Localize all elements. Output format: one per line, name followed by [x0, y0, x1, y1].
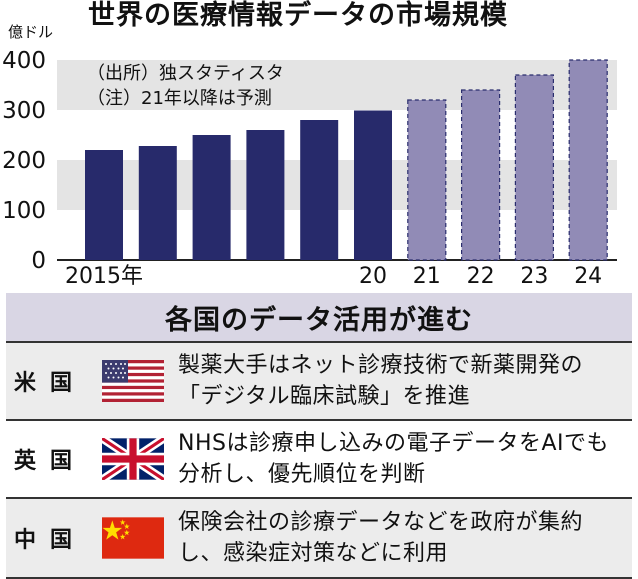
- y-unit-label: 億ドル: [8, 23, 53, 41]
- y-tick-label: 400: [2, 48, 46, 74]
- forecast-note: （注）21年以降は予測: [87, 88, 272, 109]
- y-tick-label: 200: [2, 148, 46, 174]
- x-tick-label: 24: [574, 264, 602, 289]
- country-description: NHSは診療申し込みの電子データをAIでも分析し、優先順位を判断: [178, 431, 610, 487]
- forecast-bar: [514, 74, 555, 261]
- y-tick-label: 100: [2, 198, 46, 224]
- actual-bar: [192, 135, 231, 260]
- country-description: 製薬大手はネット診療技術で新薬開発の「デジタル臨床試験」を推進: [178, 353, 584, 409]
- y-tick-label: 0: [31, 248, 46, 274]
- y-tick-labels: 0 100 200 300 400: [2, 48, 46, 274]
- country-row-cn: 中国 保険会社の診療データなどを政府が集約し、感染症対策などに利用: [6, 497, 632, 579]
- forecast-bar: [461, 89, 501, 261]
- section-title: 各国のデータ活用が進む: [6, 293, 632, 341]
- actual-bar: [246, 130, 285, 260]
- uk-flag-icon: [102, 438, 164, 480]
- country-row-uk: 英国 NHSは診療申し込みの電子データをAIでも分析し、優先順位を判断: [6, 419, 632, 497]
- forecast-bar: [407, 99, 447, 261]
- actual-bar: [354, 110, 392, 260]
- market-size-chart: 0 100 200 300 400 2015年 20 21 22 23 24 世界の医療情報データ…: [2, 0, 617, 289]
- source-note: （出所）独スタティスタ: [87, 63, 284, 84]
- x-tick-label: 23: [520, 264, 548, 289]
- country-name: 中国: [14, 528, 87, 553]
- chart-title: 世界の医療情報データの市場規模: [88, 0, 508, 31]
- country-list: 米国 製薬大手はネット診療技術で新薬開発の「デジタル臨床試験」を推進: [6, 341, 632, 579]
- cn-flag-icon: [102, 517, 164, 559]
- y-tick-label: 300: [2, 98, 46, 124]
- actual-bar: [300, 120, 339, 260]
- actual-bar: [138, 146, 177, 260]
- us-flag-icon: [102, 360, 164, 402]
- actual-bar: [85, 150, 123, 260]
- country-description: 保険会社の診療データなどを政府が集約し、感染症対策などに利用: [178, 510, 584, 566]
- x-tick-label: 2015年: [65, 264, 143, 289]
- x-tick-label: 22: [467, 264, 495, 289]
- country-row-us: 米国 製薬大手はネット診療技術で新薬開発の「デジタル臨床試験」を推進: [6, 341, 632, 419]
- x-tick-labels: 2015年 20 21 22 23 24: [65, 264, 602, 289]
- forecast-bar: [568, 59, 608, 261]
- bars: [85, 59, 608, 261]
- country-name: 米国: [14, 371, 87, 396]
- country-name: 英国: [14, 449, 87, 474]
- x-tick-label: 20: [359, 264, 387, 289]
- x-tick-label: 21: [413, 264, 441, 289]
